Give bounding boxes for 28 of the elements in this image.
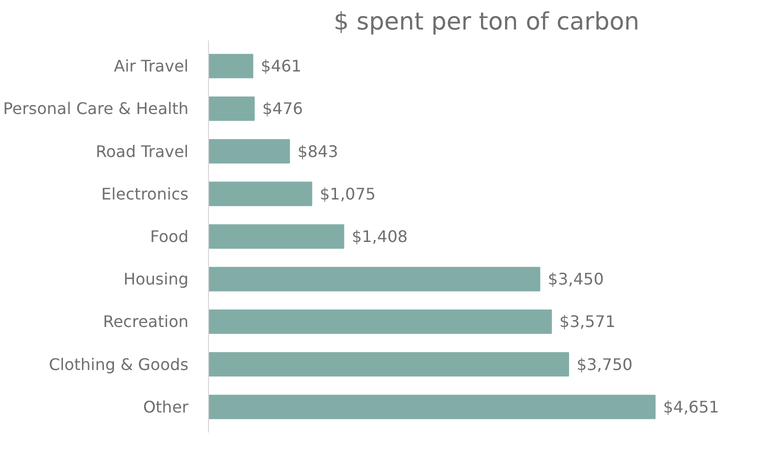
data-label: $4,651	[663, 397, 720, 416]
data-label: $1,408	[352, 227, 408, 246]
data-label: $3,450	[548, 270, 604, 289]
bar	[208, 352, 570, 377]
y-tick-label: Air Travel	[114, 56, 189, 76]
y-tick-label: Other	[143, 397, 189, 416]
y-tick-label: Recreation	[102, 312, 188, 332]
data-label: $476	[262, 99, 303, 118]
bar	[208, 96, 255, 121]
data-label: $843	[297, 142, 338, 161]
y-tick-label: Housing	[123, 270, 189, 289]
data-label: $3,750	[576, 354, 633, 374]
bar	[208, 224, 344, 249]
chart-title: $ spent per ton of carbon	[334, 8, 640, 36]
y-tick-label: Electronics	[101, 184, 188, 204]
y-tick-label: Food	[150, 227, 189, 246]
y-tick-label: Clothing & Goods	[48, 354, 189, 374]
data-label: $461	[260, 56, 302, 76]
y-tick-label: Personal Care & Health	[3, 99, 189, 118]
bar	[208, 266, 540, 292]
bar	[208, 182, 312, 206]
y-tick-label: Road Travel	[96, 142, 188, 161]
bar	[208, 54, 254, 78]
bar	[208, 310, 552, 334]
bar	[208, 394, 656, 420]
data-label: $3,571	[559, 312, 616, 332]
bar	[208, 139, 290, 164]
data-label: $1,075	[320, 184, 376, 204]
